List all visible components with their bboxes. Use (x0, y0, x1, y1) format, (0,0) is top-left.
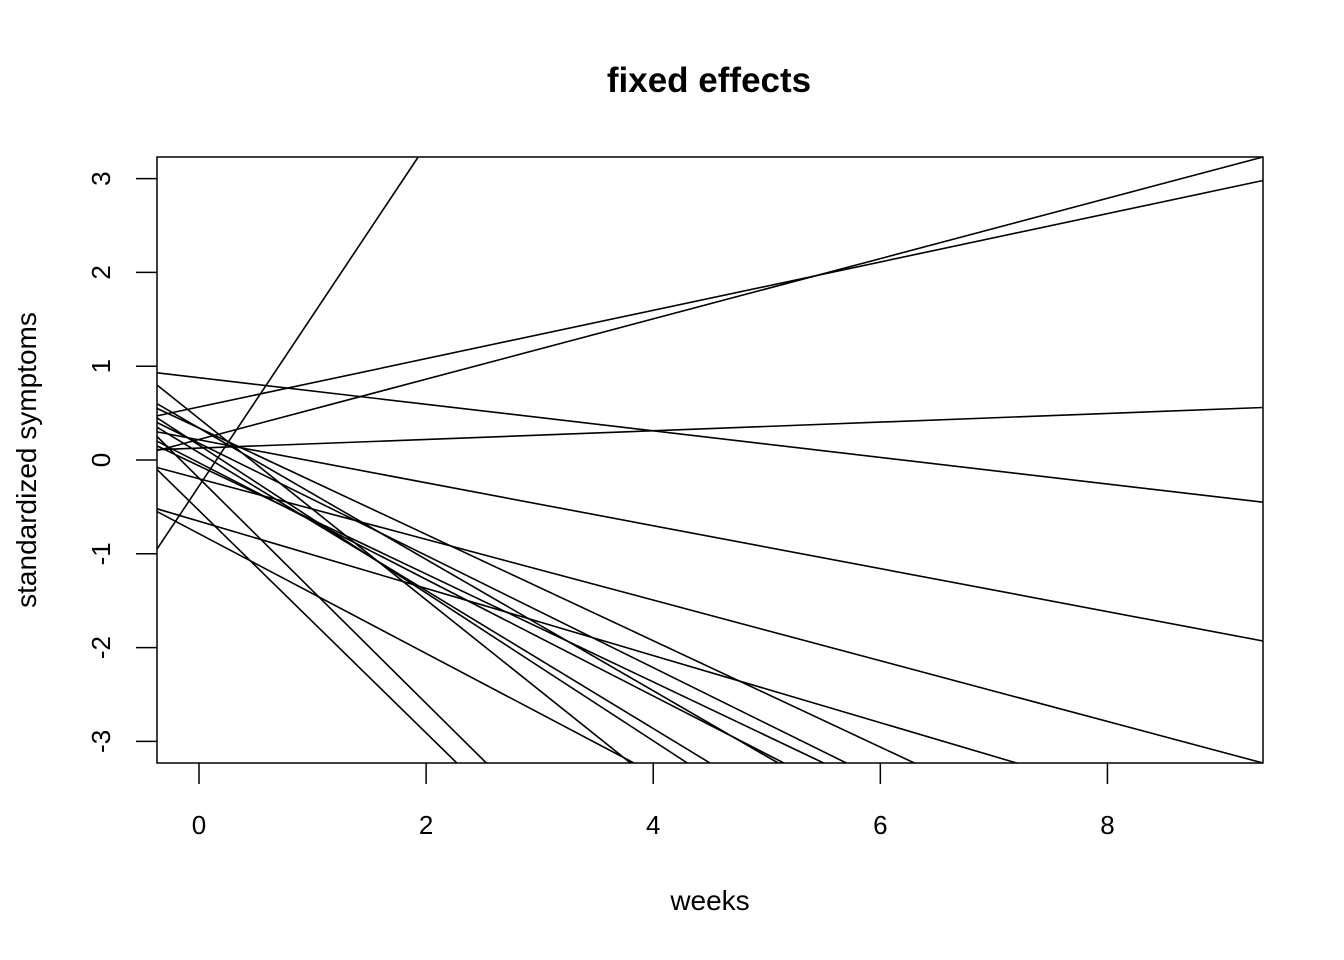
series-line-2 (156, 179, 1264, 417)
x-axis-label: weeks (669, 885, 749, 916)
y-axis-label: standardized symptoms (11, 312, 42, 608)
x-tick-label: 0 (192, 810, 206, 840)
y-tick-label: 0 (86, 453, 116, 467)
x-tick-label: 2 (419, 810, 433, 840)
series-line-5 (156, 406, 1264, 451)
y-tick-label: -3 (86, 730, 116, 753)
series-line-9 (156, 407, 915, 764)
series-line-18 (156, 421, 847, 764)
series-line-16 (156, 440, 785, 764)
series-line-14 (156, 426, 711, 764)
y-tick-label: 3 (86, 171, 116, 185)
series-line-4 (156, 372, 1264, 503)
series-lines (156, 156, 1264, 764)
series-line-12 (156, 384, 631, 764)
series-line-13 (156, 417, 688, 764)
x-axis: 0 2 4 6 8 (192, 763, 1115, 840)
y-tick-label: -1 (86, 542, 116, 565)
series-line-3 (156, 156, 1264, 452)
y-axis: -3 -2 -1 0 1 2 3 (86, 171, 157, 753)
y-tick-label: 2 (86, 265, 116, 279)
y-tick-label: 1 (86, 359, 116, 373)
y-tick-label: -2 (86, 636, 116, 659)
x-tick-label: 6 (873, 810, 887, 840)
chart-title: fixed effects (607, 61, 811, 100)
series-line-15 (156, 403, 779, 764)
x-tick-label: 8 (1100, 810, 1114, 840)
series-line-10 (156, 468, 458, 764)
series-line-8 (156, 508, 1017, 764)
series-line-7 (156, 466, 1264, 764)
series-line-11 (156, 435, 487, 764)
series-line-17 (156, 445, 824, 764)
series-line-6 (156, 431, 1264, 642)
series-line-19 (156, 510, 635, 764)
series-line-1 (156, 156, 419, 550)
x-tick-label: 4 (646, 810, 660, 840)
